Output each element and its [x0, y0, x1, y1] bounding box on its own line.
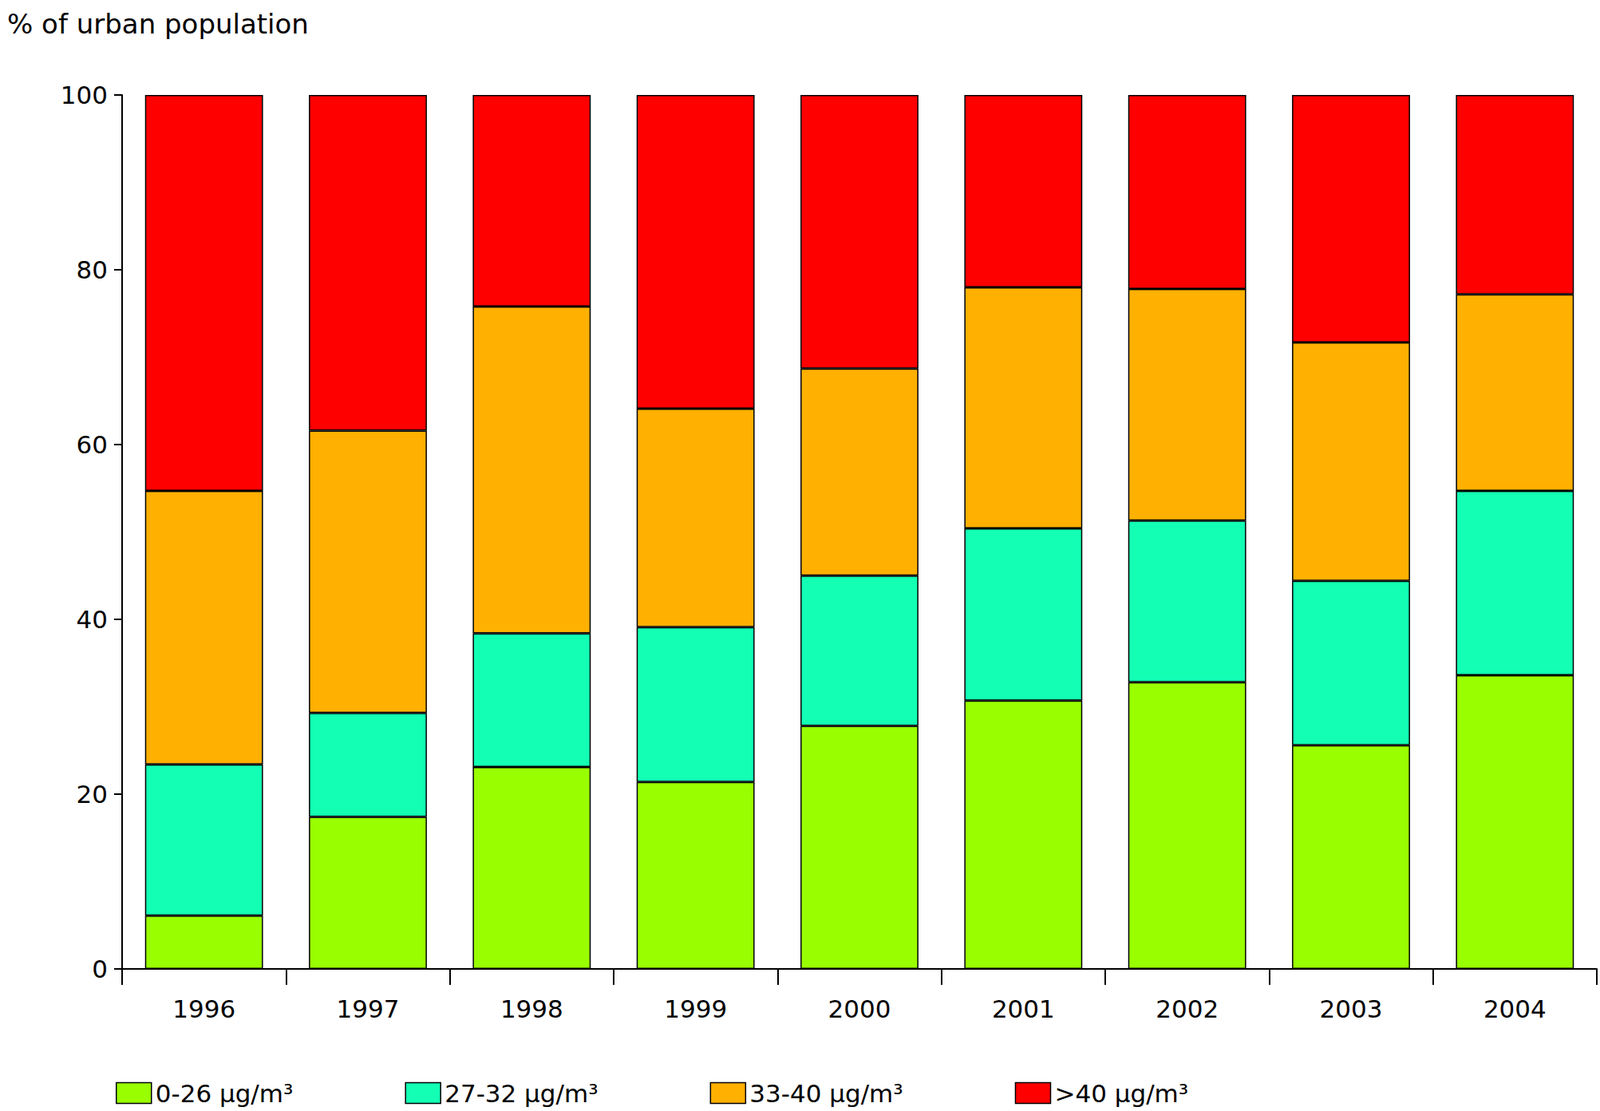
- svg-text:27-32 µg/m³: 27-32 µg/m³: [444, 1078, 598, 1108]
- svg-text:100: 100: [60, 80, 108, 110]
- svg-text:20: 20: [76, 779, 108, 809]
- svg-text:>40 µg/m³: >40 µg/m³: [1054, 1078, 1189, 1108]
- svg-text:% of urban population: % of urban population: [7, 7, 309, 40]
- svg-text:40: 40: [76, 604, 108, 634]
- svg-text:2003: 2003: [1319, 994, 1383, 1024]
- svg-text:1996: 1996: [172, 994, 236, 1024]
- svg-text:60: 60: [76, 430, 108, 459]
- svg-text:33-40 µg/m³: 33-40 µg/m³: [749, 1078, 903, 1108]
- svg-text:2001: 2001: [991, 994, 1055, 1024]
- svg-text:0-26 µg/m³: 0-26 µg/m³: [155, 1078, 294, 1108]
- svg-text:2004: 2004: [1483, 994, 1547, 1024]
- svg-text:80: 80: [76, 255, 108, 285]
- svg-text:1999: 1999: [663, 994, 727, 1024]
- svg-text:1997: 1997: [336, 994, 400, 1024]
- svg-text:2000: 2000: [828, 994, 892, 1024]
- svg-text:1998: 1998: [500, 994, 564, 1024]
- svg-text:2002: 2002: [1155, 994, 1219, 1024]
- svg-text:0: 0: [91, 954, 108, 984]
